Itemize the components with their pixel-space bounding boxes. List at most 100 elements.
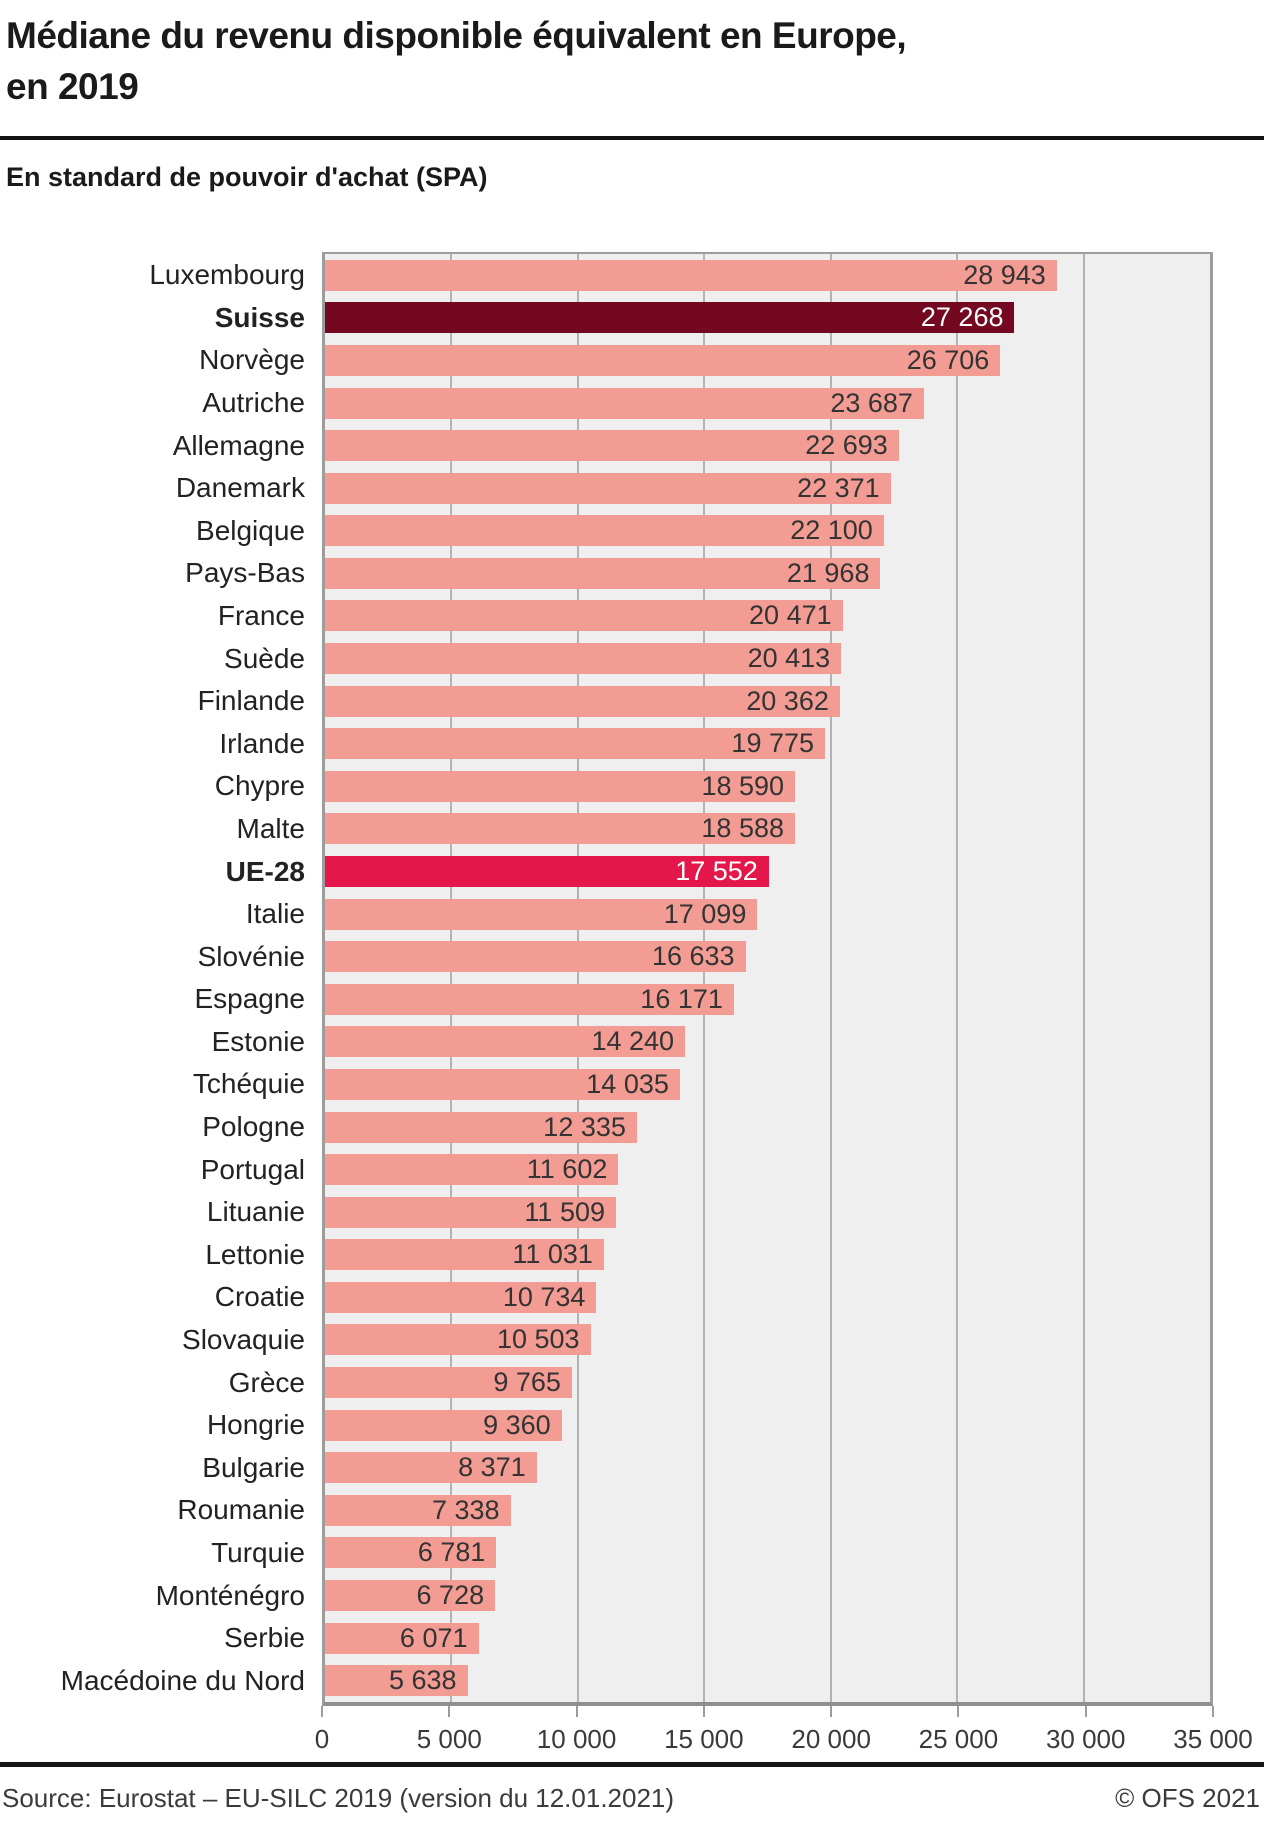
bar-mac-doine-du-nord: 5 638 bbox=[325, 1665, 468, 1697]
bar-value-label: 23 687 bbox=[830, 387, 913, 418]
bar-value-label: 9 360 bbox=[483, 1409, 551, 1440]
bar-chypre: 18 590 bbox=[325, 770, 796, 802]
category-label: Tchéquie bbox=[192, 1068, 305, 1100]
bar-value-label: 7 338 bbox=[431, 1494, 500, 1525]
bar-value-label: 11 031 bbox=[512, 1239, 593, 1270]
bar-row: Suède 20 413 bbox=[224, 637, 1210, 680]
bar-value-label: 19 775 bbox=[731, 728, 815, 759]
bar-row: Croatie 10 734 bbox=[215, 1276, 1210, 1319]
x-axis-tick bbox=[575, 1706, 578, 1717]
bar-row: France 20 471 bbox=[218, 595, 1210, 638]
bar-value-label: 26 706 bbox=[906, 344, 990, 375]
footer-divider bbox=[0, 1762, 1264, 1767]
category-label: Norvège bbox=[199, 344, 305, 376]
chart-subtitle: En standard de pouvoir d'achat (SPA) bbox=[6, 162, 488, 192]
x-axis-tick bbox=[702, 1706, 705, 1717]
bar-mont-n-gro: 6 728 bbox=[325, 1580, 496, 1612]
category-label: Lettonie bbox=[205, 1238, 305, 1270]
category-label: Malte bbox=[236, 812, 305, 844]
bar-row: Espagne 16 171 bbox=[194, 978, 1210, 1021]
category-label: Espagne bbox=[194, 983, 305, 1015]
category-label: Danemark bbox=[175, 472, 305, 504]
page-title: Médiane du revenu disponible équivalent … bbox=[0, 0, 1264, 112]
bar-chart: Luxembourg 28 943 Suisse 27 268 Norvège 26 70… bbox=[0, 252, 1264, 1762]
bar-row: Serbie 6 071 bbox=[224, 1617, 1210, 1660]
category-label: Grèce bbox=[228, 1366, 305, 1398]
bar-roumanie: 7 338 bbox=[325, 1494, 511, 1526]
bar-row: Chypre 18 590 bbox=[215, 765, 1210, 808]
bar-allemagne: 22 693 bbox=[325, 430, 899, 462]
category-label: Pologne bbox=[202, 1111, 305, 1143]
category-label: Estonie bbox=[211, 1025, 305, 1057]
bar-value-label: 20 362 bbox=[746, 685, 829, 716]
bar-value-label: 16 171 bbox=[640, 983, 723, 1014]
category-label: Serbie bbox=[224, 1622, 305, 1654]
bar-slov-nie: 16 633 bbox=[325, 941, 746, 973]
bar-row: Danemark 22 371 bbox=[176, 467, 1210, 510]
gridline bbox=[1082, 254, 1085, 1702]
bar-value-label: 20 471 bbox=[749, 600, 832, 631]
category-label: France bbox=[217, 599, 305, 631]
category-label: Finlande bbox=[197, 685, 305, 717]
category-label: Slovénie bbox=[197, 940, 305, 972]
bar-slovaquie: 10 503 bbox=[325, 1324, 591, 1356]
bar-value-label: 22 693 bbox=[805, 430, 888, 461]
x-axis-tick-label: 0 bbox=[314, 1724, 330, 1754]
bar-luxembourg: 28 943 bbox=[325, 259, 1057, 291]
x-axis-tick bbox=[957, 1706, 960, 1717]
category-label: Bulgarie bbox=[202, 1451, 305, 1483]
bar-belgique: 22 100 bbox=[325, 515, 884, 547]
category-label: Croatie bbox=[214, 1281, 305, 1313]
category-label: Pays-Bas bbox=[185, 557, 305, 589]
bar-row: Hongrie 9 360 bbox=[207, 1404, 1210, 1447]
x-axis-tick-label: 30 000 bbox=[1045, 1724, 1126, 1754]
bar-row: Roumanie 7 338 bbox=[177, 1489, 1210, 1532]
x-axis-tick bbox=[1084, 1706, 1087, 1717]
category-label: Hongrie bbox=[206, 1409, 305, 1441]
bar-row: Irlande 19 775 bbox=[219, 722, 1210, 765]
category-label: Macédoine du Nord bbox=[60, 1664, 305, 1696]
bar-row: Autriche 23 687 bbox=[202, 382, 1210, 425]
bar-row: Pologne 12 335 bbox=[202, 1106, 1210, 1149]
gridline bbox=[829, 254, 832, 1702]
bar-row: Macédoine du Nord 5 638 bbox=[61, 1659, 1210, 1702]
bar-bulgarie: 8 371 bbox=[325, 1452, 537, 1484]
bar-value-label: 28 943 bbox=[963, 259, 1046, 290]
bar-norv-ge: 26 706 bbox=[325, 344, 1001, 376]
bar-row: Lettonie 11 031 bbox=[205, 1234, 1210, 1277]
bar-finlande: 20 362 bbox=[325, 685, 840, 717]
category-label: Roumanie bbox=[177, 1494, 305, 1526]
bar-estonie: 14 240 bbox=[325, 1026, 686, 1058]
bar-value-label: 10 503 bbox=[496, 1324, 580, 1355]
footer: Source: Eurostat – EU-SILC 2019 (version… bbox=[0, 1767, 1264, 1814]
gridline bbox=[956, 254, 959, 1702]
bar-su-de: 20 413 bbox=[325, 643, 842, 675]
x-axis-tick-label: 25 000 bbox=[918, 1724, 999, 1754]
bar-value-label: 6 728 bbox=[416, 1580, 485, 1611]
category-label: Autriche bbox=[202, 387, 305, 419]
bar-france: 20 471 bbox=[325, 600, 843, 632]
page-title-line1: Médiane du revenu disponible équivalent … bbox=[6, 15, 907, 56]
bar-autriche: 23 687 bbox=[325, 387, 924, 419]
bar-row: Tchéquie 14 035 bbox=[193, 1063, 1210, 1106]
bar-row: Portugal 11 602 bbox=[201, 1148, 1210, 1191]
gridline bbox=[576, 254, 579, 1702]
bar-row: Pays-Bas 21 968 bbox=[185, 552, 1210, 595]
bar-value-label: 10 734 bbox=[502, 1281, 586, 1312]
gridline bbox=[450, 254, 453, 1702]
category-label: Slovaquie bbox=[182, 1323, 305, 1355]
category-label: Suisse bbox=[214, 301, 305, 333]
bar-value-label: 8 371 bbox=[458, 1452, 526, 1483]
category-label: Suède bbox=[224, 642, 305, 674]
bar-row: Monténégro 6 728 bbox=[156, 1574, 1210, 1617]
bar-row: UE-28 17 552 bbox=[226, 850, 1210, 893]
bar-italie: 17 099 bbox=[325, 898, 758, 930]
bar-lituanie: 11 509 bbox=[325, 1196, 616, 1228]
bar-value-label: 22 100 bbox=[790, 515, 873, 546]
x-axis-tick-label: 5 000 bbox=[416, 1724, 482, 1754]
bar-row: Suisse 27 268 bbox=[215, 297, 1210, 340]
bar-row: Lituanie 11 509 bbox=[207, 1191, 1210, 1234]
bar-pays-bas: 21 968 bbox=[325, 557, 881, 589]
bar-value-label: 6 071 bbox=[399, 1622, 468, 1653]
bar-row: Grèce 9 765 bbox=[229, 1361, 1210, 1404]
